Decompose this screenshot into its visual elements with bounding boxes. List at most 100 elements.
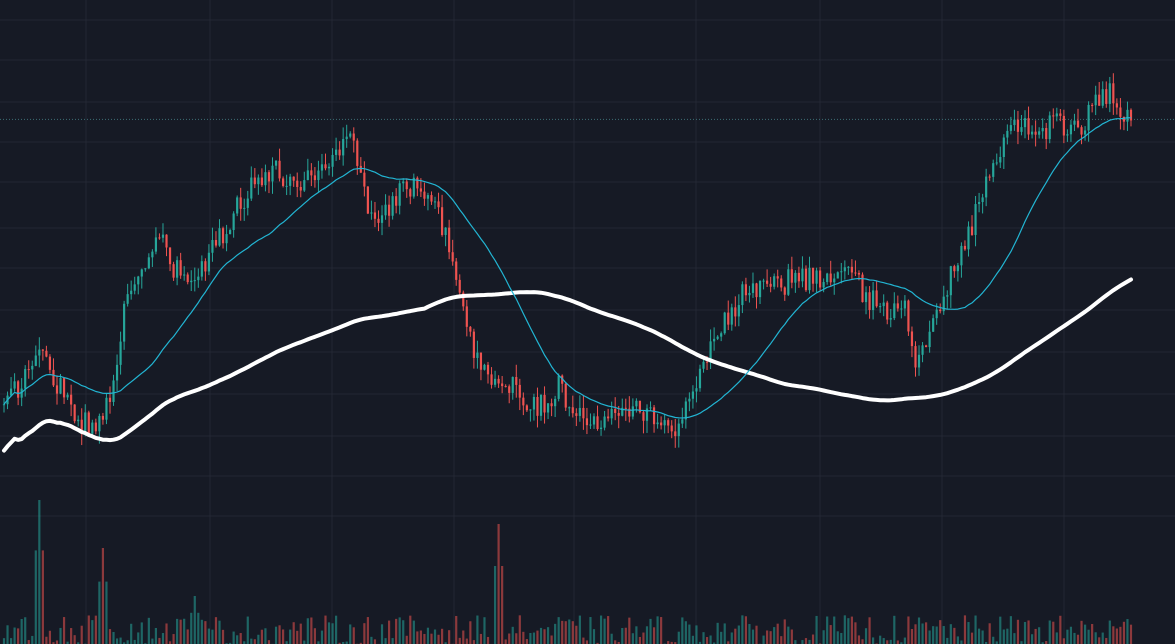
candle-up [271, 165, 274, 182]
volume-bar [1059, 615, 1062, 644]
volume-bar [879, 635, 882, 644]
candle-up [289, 176, 292, 186]
candle-down [705, 361, 709, 363]
candle-down [1115, 103, 1118, 108]
volume-bar [469, 621, 472, 644]
candle-down [458, 279, 461, 293]
candle-up [77, 419, 80, 422]
volume-bar [783, 619, 786, 644]
candle-up [345, 136, 348, 140]
volume-bar [384, 638, 387, 644]
candle-up [822, 282, 825, 288]
candle-up [826, 273, 829, 283]
candle-up [1009, 125, 1012, 131]
volume-bar [808, 639, 811, 644]
candle-down [953, 266, 956, 272]
volume-bar [953, 627, 956, 644]
candle-up [140, 269, 143, 277]
volume-bar [310, 617, 313, 644]
volume-bar [285, 641, 288, 644]
candle-up [317, 170, 320, 181]
volume-bar [250, 638, 253, 644]
candle-up [236, 197, 239, 214]
candle-down [1091, 104, 1094, 106]
volume-bar [1080, 620, 1083, 644]
candle-down [755, 283, 758, 298]
candle-down [416, 177, 419, 189]
candle-up [677, 423, 680, 437]
volume-bar [243, 641, 246, 644]
volume-bar [748, 624, 751, 644]
volume-bar [161, 633, 165, 644]
volume-bar [1002, 629, 1005, 644]
candle-up [649, 407, 652, 409]
candle-down [811, 267, 815, 284]
volume-bar [677, 631, 680, 644]
volume-bar [536, 630, 539, 644]
volume-bar [801, 640, 804, 644]
candle-up [342, 139, 345, 156]
candle-down [41, 349, 44, 351]
volume-bar [2, 638, 6, 644]
volume-bar [698, 641, 702, 644]
candle-up [370, 212, 373, 214]
candle-up [592, 416, 596, 425]
volume-bar [769, 631, 772, 644]
volume-bar [331, 623, 334, 644]
volume-bar [179, 619, 182, 644]
candle-up [119, 341, 122, 365]
volume-bar [1098, 637, 1101, 644]
candle-up [380, 215, 384, 223]
volume-bar [366, 617, 369, 644]
volume-bar [108, 629, 112, 644]
candle-down [585, 418, 589, 426]
candle-down [907, 300, 910, 332]
volume-bar [282, 629, 285, 644]
candle-up [402, 181, 405, 184]
volume-bar [193, 596, 196, 644]
candle-up [1038, 131, 1041, 135]
candle-down [575, 413, 578, 416]
volume-bar [342, 641, 345, 644]
volume-bar [1129, 624, 1133, 644]
candle-down [854, 272, 857, 274]
volume-bar [656, 616, 659, 644]
candle-up [31, 365, 34, 370]
candle-up [992, 163, 995, 177]
candle-up [967, 226, 970, 250]
candle-up [681, 419, 684, 424]
candle-down [1105, 89, 1108, 104]
volume-bar [73, 635, 76, 644]
candle-down [108, 397, 112, 402]
candle-down [52, 369, 55, 386]
candle-up [578, 407, 581, 416]
candle-up [123, 303, 126, 342]
volume-bar [864, 628, 868, 644]
candle-down [186, 274, 189, 283]
volume-bar [363, 623, 366, 644]
volume-bar [829, 625, 832, 644]
volume-bar [55, 640, 59, 644]
volume-bar [734, 628, 737, 644]
volume-bar [847, 618, 850, 644]
candle-down [55, 385, 59, 394]
candle-down [387, 204, 391, 216]
candle-down [490, 374, 493, 385]
volume-bar [550, 635, 553, 644]
volume-bar [48, 630, 52, 644]
volume-bar [607, 616, 610, 644]
candle-up [232, 213, 235, 231]
candle-down [1119, 107, 1122, 117]
candle-up [843, 267, 846, 272]
candle-down [861, 274, 864, 303]
volume-bar [91, 620, 94, 644]
candle-up [529, 409, 532, 411]
candle-down [780, 278, 783, 288]
candle-up [684, 401, 687, 420]
candle-up [391, 196, 394, 216]
candle-up [928, 331, 931, 348]
volume-bar [946, 637, 949, 644]
candle-up [285, 185, 288, 187]
candle-up [197, 276, 200, 281]
